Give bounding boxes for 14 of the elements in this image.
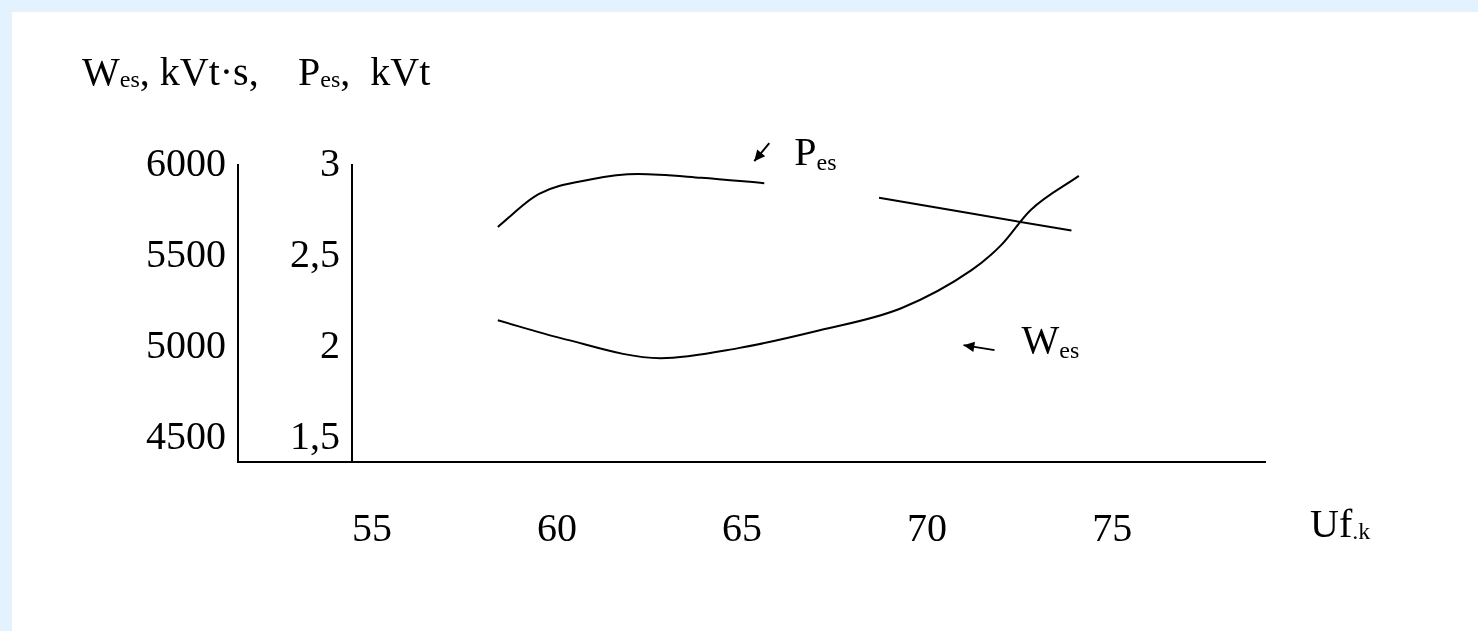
y-tick-label: 5500 <box>146 230 226 276</box>
y-tick-label: 5000 <box>146 321 226 367</box>
y-tick-label: 4500 <box>146 412 226 458</box>
y2-tick-label: 2,5 <box>290 230 340 276</box>
y2-tick-label: 3 <box>320 139 340 185</box>
y2-tick-label: 2 <box>320 321 340 367</box>
y-tick-label: 6000 <box>146 139 226 185</box>
x-tick-label: 65 <box>722 504 763 550</box>
x-tick-label: 60 <box>537 504 578 550</box>
y2-tick-label: 1,5 <box>290 412 340 458</box>
x-tick-label: 55 <box>351 504 392 550</box>
line-series <box>496 174 1080 360</box>
x-tick-label: 70 <box>907 504 948 550</box>
x-tick-label: 75 <box>1092 504 1133 550</box>
